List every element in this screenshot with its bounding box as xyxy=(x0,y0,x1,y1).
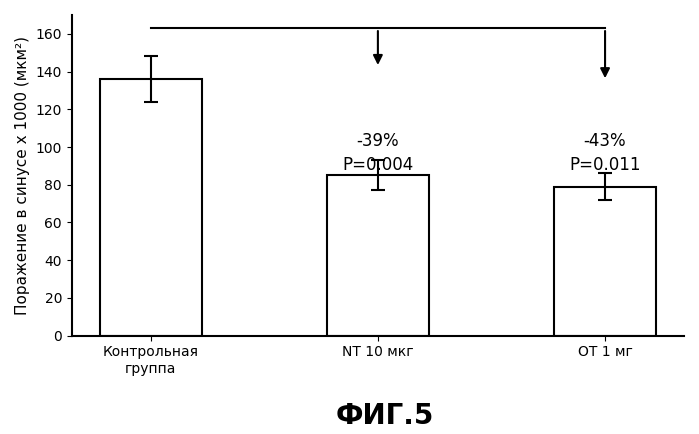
Text: ФИГ.5: ФИГ.5 xyxy=(336,401,433,430)
Bar xyxy=(99,79,202,335)
Text: -39%
P=0.004: -39% P=0.004 xyxy=(343,132,414,174)
Text: -43%
P=0.011: -43% P=0.011 xyxy=(569,132,641,174)
Bar xyxy=(326,175,429,335)
Y-axis label: Поражение в синусе х 1000 (мкм²): Поражение в синусе х 1000 (мкм²) xyxy=(15,36,30,315)
Bar xyxy=(554,187,656,335)
